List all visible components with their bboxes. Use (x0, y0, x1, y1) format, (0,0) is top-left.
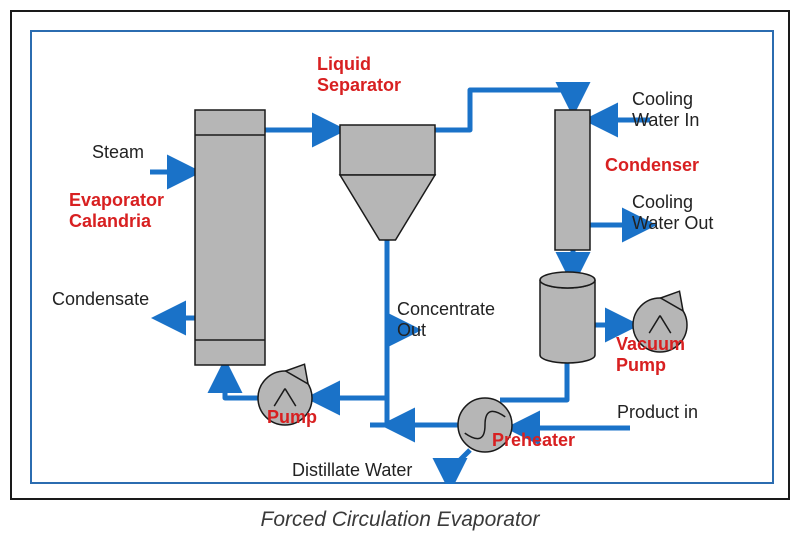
liquid-separator-funnel (340, 175, 435, 240)
label-vacuum_pump: Vacuum Pump (616, 334, 685, 375)
label-steam: Steam (92, 142, 144, 163)
label-pump: Pump (267, 407, 317, 428)
label-liquid_separator: Liquid Separator (317, 54, 401, 95)
label-condensate: Condensate (52, 289, 149, 310)
pipe-sep-to-cond (435, 90, 573, 130)
label-concentrate_out: Concentrate Out (397, 299, 495, 340)
receiver-vessel (540, 280, 595, 363)
label-condenser: Condenser (605, 155, 699, 176)
label-cooling_water_in: Cooling Water In (632, 89, 699, 130)
label-distillate_water: Distillate Water (292, 460, 412, 481)
label-preheater: Preheater (492, 430, 575, 451)
condenser (555, 110, 590, 250)
liquid-separator-top (340, 125, 435, 175)
label-cooling_water_out: Cooling Water Out (632, 192, 713, 233)
evaporator-calandria (195, 110, 265, 365)
outer-border: Liquid Separator Evaporator Calandria Cond… (10, 10, 790, 500)
label-evaporator_calandria: Evaporator Calandria (69, 190, 164, 231)
pipe-preheater-to-distill (450, 450, 470, 484)
pipe-pump-to-evap (225, 365, 258, 398)
label-product_in: Product in (617, 402, 698, 423)
diagram-caption: Forced Circulation Evaporator (0, 508, 800, 532)
